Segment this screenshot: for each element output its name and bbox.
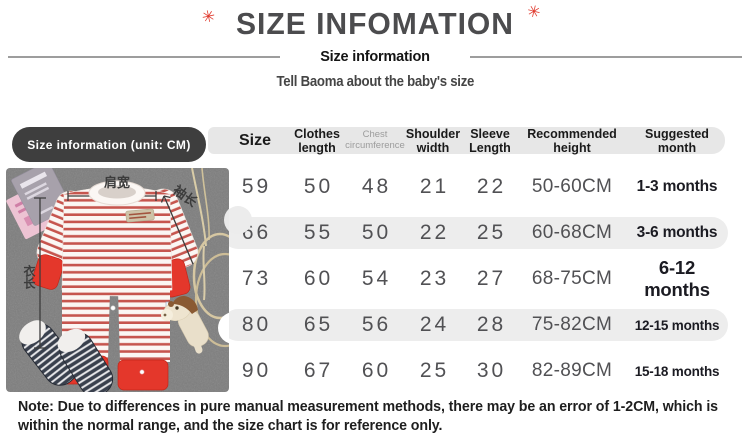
clothes-length-label: 衣长 <box>22 264 36 290</box>
table-row: 73 60 54 23 27 68-75CM 6-12 months <box>222 256 728 302</box>
chest-label <box>125 208 155 223</box>
unit-label-text: Size information (unit: CM) <box>27 137 191 152</box>
col-header-sleeve-length: Sleeve Length <box>469 126 511 155</box>
cell-chest: 50 <box>361 221 392 244</box>
cell-clothes-length: 67 <box>303 359 334 382</box>
table-row: 59 50 48 21 22 50-60CM 1-3 months <box>222 164 728 210</box>
col-header-suggested-month: Suggested month <box>645 126 709 155</box>
col-header-recommended-height: Recommended height <box>527 126 617 155</box>
page-title: SIZE INFOMATION <box>236 6 514 41</box>
cell-suggested-month: 12-15 months <box>634 317 720 333</box>
cell-sleeve-length: 25 <box>476 221 507 244</box>
cell-recommended-height: 82-89CM <box>531 360 613 381</box>
col-header-chest: Chest circumference <box>345 128 405 151</box>
cell-clothes-length: 50 <box>303 175 334 198</box>
cell-clothes-length: 65 <box>303 313 334 336</box>
shoulder-width-label: 肩宽 <box>104 175 130 191</box>
cell-size: 80 <box>241 313 272 336</box>
cell-shoulder-width: 22 <box>419 221 450 244</box>
cell-recommended-height: 68-75CM <box>531 268 613 289</box>
cell-clothes-length: 55 <box>303 221 334 244</box>
cell-sleeve-length: 28 <box>476 313 507 336</box>
cell-size: 90 <box>241 359 272 382</box>
cell-recommended-height: 60-68CM <box>531 222 613 243</box>
cell-sleeve-length: 27 <box>476 267 507 290</box>
unit-label-pill: Size information (unit: CM) <box>12 127 206 162</box>
subtitle-row: Size information <box>0 48 750 66</box>
cell-size: 73 <box>241 267 272 290</box>
cell-suggested-month: 15-18 months <box>634 363 720 379</box>
romper-photo-illustration: 肩宽 袖长 衣长 <box>6 168 229 392</box>
divider-line-right <box>470 56 742 58</box>
cell-suggested-month: 6-12 months <box>644 257 710 300</box>
cell-recommended-height: 50-60CM <box>531 176 613 197</box>
cell-suggested-month: 3-6 months <box>636 224 718 241</box>
product-photo: 肩宽 袖长 衣长 <box>6 168 229 392</box>
table-row: 90 67 60 25 30 82-89CM 15-18 months <box>222 348 728 394</box>
cell-chest: 54 <box>361 267 392 290</box>
table-header-row: Size Clothes length Chest circumference … <box>222 126 728 155</box>
cell-recommended-height: 75-82CM <box>531 314 613 335</box>
cell-shoulder-width: 23 <box>419 267 450 290</box>
divider-line-left <box>8 56 280 58</box>
tagline: Tell Baoma about the baby's size <box>0 73 750 90</box>
table-row: 66 55 50 22 25 60-68CM 3-6 months <box>222 210 728 256</box>
note-text: Note: Due to differences in pure manual … <box>18 399 718 434</box>
size-table-body: 59 50 48 21 22 50-60CM 1-3 months 66 55 … <box>222 164 728 394</box>
cell-shoulder-width: 24 <box>419 313 450 336</box>
cell-sleeve-length: 30 <box>476 359 507 382</box>
cell-chest: 56 <box>361 313 392 336</box>
table-header-band <box>208 127 725 154</box>
cell-size: 59 <box>241 175 272 198</box>
col-header-shoulder-width: Shoulder width <box>405 126 461 155</box>
cell-shoulder-width: 25 <box>419 359 450 382</box>
decor-circle-bottom <box>218 312 229 344</box>
rope-decoration <box>191 168 229 348</box>
toy-horse <box>161 245 209 354</box>
cell-chest: 60 <box>361 359 392 382</box>
cell-chest: 48 <box>361 175 392 198</box>
decor-circle-top <box>224 208 229 232</box>
cell-clothes-length: 60 <box>303 267 334 290</box>
cell-suggested-month: 1-3 months <box>636 178 718 195</box>
baby-shoes <box>19 320 114 392</box>
cell-shoulder-width: 21 <box>419 175 450 198</box>
col-header-clothes-length: Clothes length <box>294 126 340 155</box>
section-subtitle: Size information <box>320 49 430 65</box>
tagline-text: Tell Baoma about the baby's size <box>276 73 474 90</box>
cell-sleeve-length: 22 <box>476 175 507 198</box>
ankle-cuff-right <box>117 359 169 391</box>
col-header-size: Size <box>238 131 271 149</box>
table-row: 80 65 56 24 28 75-82CM 12-15 months <box>222 302 728 348</box>
